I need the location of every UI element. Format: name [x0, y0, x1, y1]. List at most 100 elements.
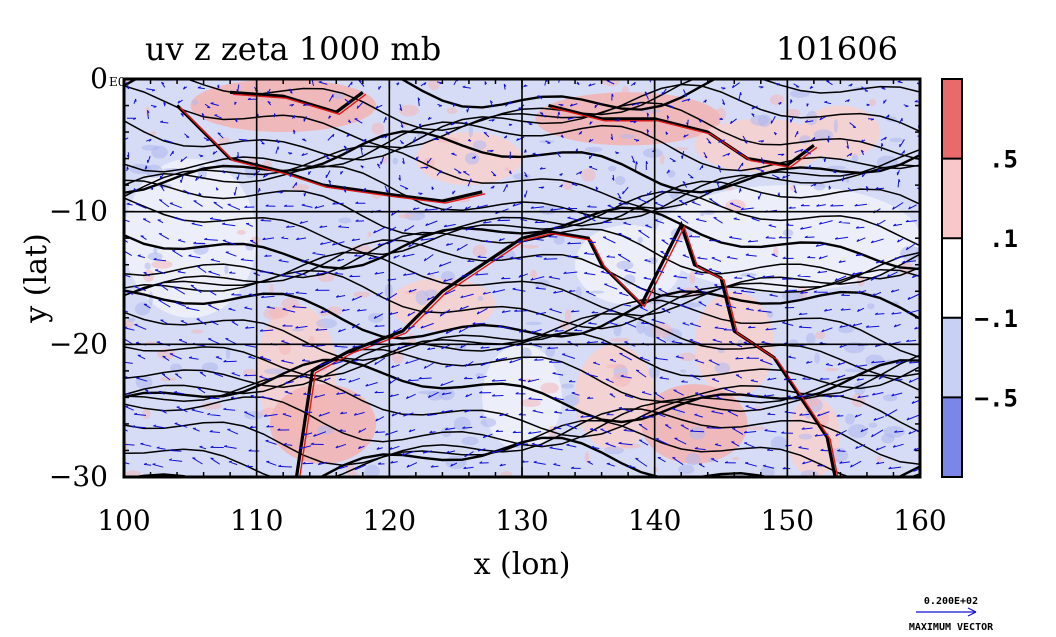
zeta-cell — [338, 217, 352, 224]
zeta-contour — [299, 225, 839, 477]
zeta-cell — [427, 390, 444, 401]
zeta-cell — [616, 260, 634, 270]
zeta-cell — [731, 456, 740, 461]
colorbar-labels: .5 .1 −.1 −.5 — [975, 146, 1018, 413]
zeta-contour — [551, 106, 818, 168]
zeta-cell — [144, 262, 151, 270]
zeta-cell — [518, 244, 540, 249]
zeta-cell — [236, 230, 246, 235]
zeta-cell — [767, 310, 774, 318]
zeta-cell — [461, 436, 479, 446]
zeta-cell — [148, 291, 153, 306]
zeta-cell — [124, 320, 134, 329]
colorbar-segment — [942, 238, 962, 318]
date-label: 101606 — [776, 30, 898, 68]
zeta-cell — [758, 114, 772, 128]
colorbar-label: −.5 — [975, 384, 1018, 412]
colorbar-segment — [942, 397, 962, 477]
zeta-cell — [127, 317, 136, 323]
zeta-cell — [580, 168, 596, 182]
zeta-cell — [201, 362, 219, 373]
zeta-cell — [678, 464, 695, 475]
zeta-cell — [125, 470, 142, 477]
zeta-cell — [353, 291, 371, 298]
zeta-cell — [472, 244, 487, 258]
zeta-contour — [233, 93, 367, 115]
zeta-cell — [520, 347, 532, 359]
x-tick-label: 160 — [893, 504, 946, 537]
zeta-cell — [613, 322, 622, 337]
zeta-cell — [845, 413, 855, 425]
zeta-cell — [392, 157, 399, 165]
zeta-cell — [291, 183, 310, 191]
zeta-cell — [770, 436, 788, 451]
y-axis-label: y (lat) — [19, 233, 54, 323]
zeta-cell — [868, 422, 878, 428]
zeta-cell — [364, 464, 380, 477]
zeta-cell — [868, 98, 876, 107]
zeta-cell — [825, 367, 839, 372]
zeta-cell — [142, 408, 151, 420]
zeta-cell — [714, 362, 731, 374]
zeta-cell — [291, 328, 304, 332]
zeta-cell — [681, 302, 702, 308]
vector-legend-arrowhead — [967, 607, 977, 617]
zeta-cell — [851, 153, 859, 163]
zeta-cell — [281, 297, 300, 310]
zeta-cell — [520, 398, 541, 408]
zeta-cell — [229, 122, 235, 129]
zeta-cell — [530, 269, 537, 279]
vector-legend-value: 0.200E+02 — [924, 596, 978, 607]
coastline-contour — [175, 104, 483, 203]
zeta-region — [389, 278, 496, 332]
zeta-cell — [264, 368, 286, 375]
zeta-cell — [453, 416, 471, 431]
zeta-cell — [689, 270, 696, 285]
colorbar — [941, 78, 963, 478]
zeta-cell — [446, 107, 458, 115]
colorbar-label: .1 — [989, 225, 1018, 253]
wind-vectors — [124, 79, 920, 472]
zeta-cell — [814, 352, 821, 364]
zeta-cell — [837, 326, 855, 334]
zeta-cell — [367, 231, 372, 238]
x-tick-labels: 100 110 120 130 140 150 160 — [97, 504, 946, 537]
vector-legend-caption: MAXIMUM VECTOR — [909, 622, 994, 633]
zeta-cell — [813, 129, 834, 141]
zeta-cell — [833, 119, 838, 134]
zeta-cell — [621, 85, 630, 101]
zeta-cell — [584, 451, 590, 464]
zeta-cell — [714, 107, 727, 121]
x-tick-label: 100 — [97, 504, 150, 537]
zeta-cell — [876, 455, 882, 463]
zeta-cell — [475, 373, 484, 378]
y-top-suffix: E0 — [109, 75, 125, 89]
zeta-cell — [737, 339, 743, 345]
zeta-cell — [217, 136, 231, 145]
zeta-cell — [428, 79, 440, 91]
zeta-cell — [429, 273, 435, 278]
zeta-cell — [607, 165, 617, 172]
zeta-cell — [747, 426, 766, 431]
zeta-cell — [685, 452, 701, 466]
zeta-cell — [680, 369, 687, 373]
zeta-cell — [201, 401, 222, 410]
zeta-cell — [889, 137, 905, 143]
zeta-cell — [404, 211, 426, 221]
zeta-cell — [468, 123, 474, 138]
plot-area — [122, 77, 922, 479]
x-tick-label: 120 — [363, 504, 416, 537]
zeta-cell — [659, 153, 665, 165]
zeta-cell — [268, 306, 289, 319]
zeta-cell — [813, 182, 826, 191]
colorbar-segment — [942, 317, 962, 398]
zeta-cell — [561, 383, 575, 389]
zeta-cell — [881, 433, 895, 444]
zeta-cell — [769, 94, 785, 106]
zeta-cell — [700, 212, 705, 217]
zeta-contour — [179, 107, 486, 204]
colorbar-label: −.1 — [975, 305, 1018, 333]
zeta-cell — [688, 426, 706, 440]
x-tick-label: 140 — [628, 504, 681, 537]
zeta-cell — [673, 147, 689, 151]
